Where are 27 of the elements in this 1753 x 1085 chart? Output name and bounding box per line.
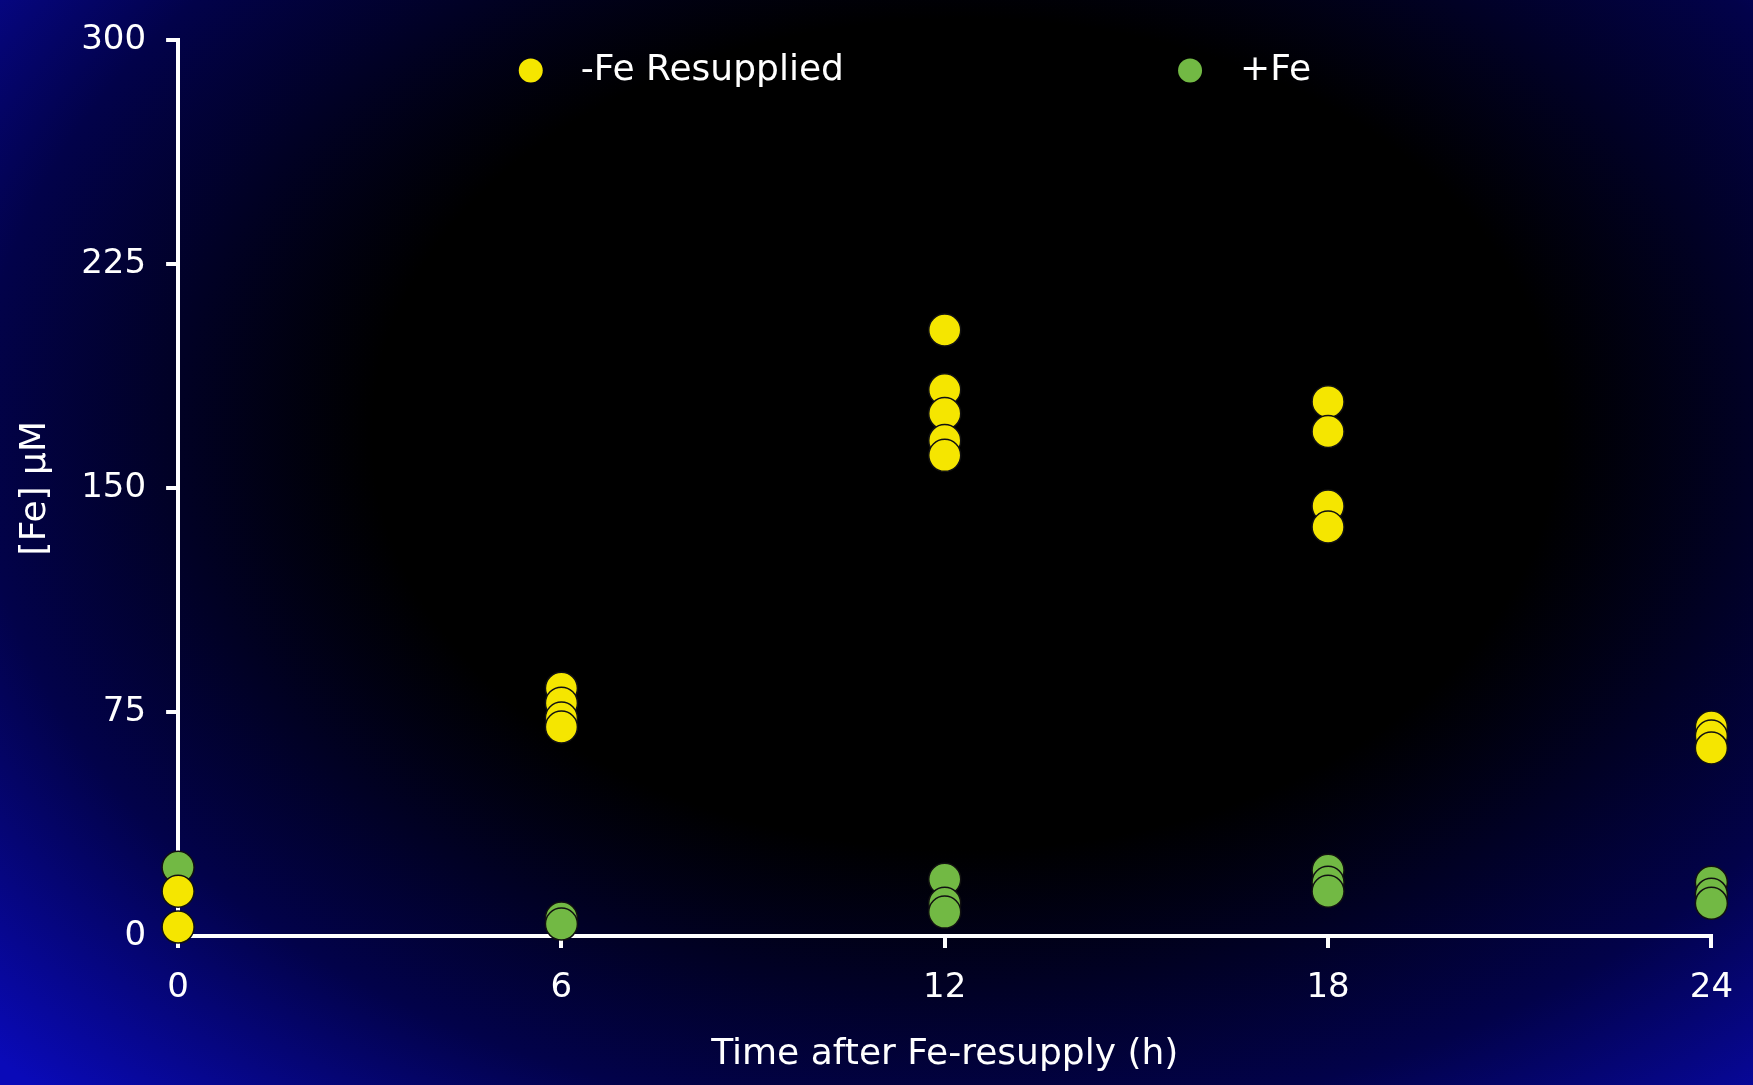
point [161, 874, 195, 908]
point [1311, 510, 1345, 544]
x-tick-label: 6 [550, 965, 573, 1006]
y-tick-label: 225 [81, 241, 147, 282]
y-tick-label: 75 [102, 688, 147, 729]
point [544, 710, 579, 744]
point [1694, 731, 1729, 765]
x-tick-label: 0 [167, 965, 189, 1006]
y-tick-label: 150 [81, 465, 147, 506]
point [1311, 414, 1345, 449]
point [1311, 384, 1345, 419]
x-tick-label: 24 [1689, 965, 1733, 1006]
point [927, 438, 962, 473]
legend-label: +Fe [1240, 46, 1312, 88]
point [1694, 886, 1729, 920]
point [1311, 874, 1345, 908]
y-axis-title: [Fe] µM [11, 421, 53, 556]
point [927, 313, 962, 347]
point [161, 910, 195, 944]
y-tick-label: 300 [81, 17, 147, 58]
y-tick-label: 0 [124, 912, 147, 953]
point [544, 907, 579, 941]
legend-label: -Fe Resupplied [580, 46, 844, 88]
x-tick-label: 12 [923, 965, 967, 1006]
x-axis-title: Time after Fe-resupply (h) [710, 1030, 1179, 1072]
x-tick-label: 18 [1306, 965, 1350, 1006]
point [927, 895, 962, 929]
